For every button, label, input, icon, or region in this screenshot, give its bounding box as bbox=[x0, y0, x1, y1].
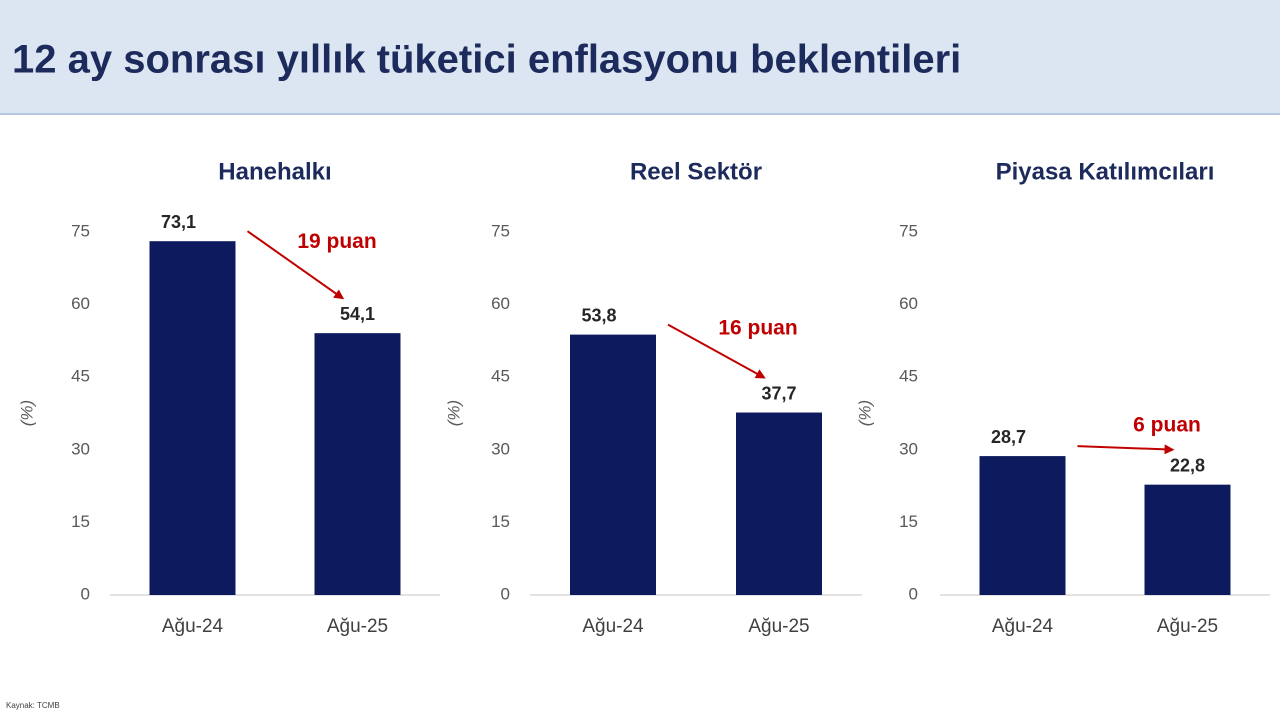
annotation: 6 puan bbox=[1133, 413, 1201, 436]
y-tick-label: 60 bbox=[491, 294, 510, 313]
y-tick-label: 15 bbox=[71, 512, 90, 531]
value-label: 28,7 bbox=[991, 427, 1026, 447]
annotation: 19 puan bbox=[297, 230, 376, 253]
y-axis-label: (%) bbox=[855, 400, 874, 426]
chart-title: Piyasa Katılımcıları bbox=[996, 158, 1215, 185]
y-tick-label: 30 bbox=[71, 439, 90, 458]
y-axis-label: (%) bbox=[444, 400, 463, 426]
y-tick-label: 30 bbox=[899, 439, 918, 458]
y-tick-label: 0 bbox=[81, 584, 90, 603]
change-arrow bbox=[1077, 444, 1175, 455]
bar bbox=[570, 334, 656, 595]
value-label: 53,8 bbox=[581, 305, 616, 325]
source: Kaynak: TCMB bbox=[6, 701, 60, 710]
page-title: 12 ay sonrası yıllık tüketici enflasyonu… bbox=[12, 38, 961, 82]
value-label: 54,1 bbox=[340, 304, 375, 324]
y-tick-label: 0 bbox=[501, 584, 510, 603]
x-tick-label: Ağu-25 bbox=[748, 616, 809, 637]
y-tick-label: 60 bbox=[899, 294, 918, 313]
y-tick-label: 75 bbox=[899, 221, 918, 240]
change-arrow bbox=[667, 323, 766, 379]
y-tick-label: 15 bbox=[491, 512, 510, 531]
y-tick-label: 75 bbox=[491, 221, 510, 240]
y-tick-label: 45 bbox=[491, 367, 510, 386]
value-label: 73,1 bbox=[161, 212, 196, 232]
y-axis-label: (%) bbox=[17, 400, 36, 426]
x-tick-label: Ağu-24 bbox=[582, 616, 644, 637]
x-tick-label: Ağu-24 bbox=[162, 616, 224, 637]
chart-title: Reel Sektör bbox=[630, 158, 762, 185]
bar bbox=[149, 241, 236, 596]
change-arrow bbox=[246, 230, 345, 300]
bar bbox=[736, 412, 822, 595]
bar bbox=[1144, 484, 1231, 595]
x-tick-label: Ağu-24 bbox=[992, 616, 1054, 637]
annotation: 16 puan bbox=[718, 317, 797, 340]
y-tick-label: 60 bbox=[71, 294, 90, 313]
x-tick-label: Ağu-25 bbox=[327, 616, 388, 637]
y-tick-label: 15 bbox=[899, 512, 918, 531]
y-tick-label: 30 bbox=[491, 439, 510, 458]
chart-title: Hanehalkı bbox=[218, 158, 331, 185]
y-tick-label: 45 bbox=[71, 367, 90, 386]
value-label: 37,7 bbox=[761, 383, 796, 403]
x-tick-label: Ağu-25 bbox=[1157, 616, 1218, 637]
y-tick-label: 75 bbox=[71, 221, 90, 240]
bar bbox=[979, 456, 1066, 595]
value-label: 22,8 bbox=[1170, 455, 1205, 475]
y-tick-label: 45 bbox=[899, 367, 918, 386]
bar bbox=[314, 333, 401, 595]
y-tick-label: 0 bbox=[909, 584, 918, 603]
header-band bbox=[0, 0, 1280, 114]
